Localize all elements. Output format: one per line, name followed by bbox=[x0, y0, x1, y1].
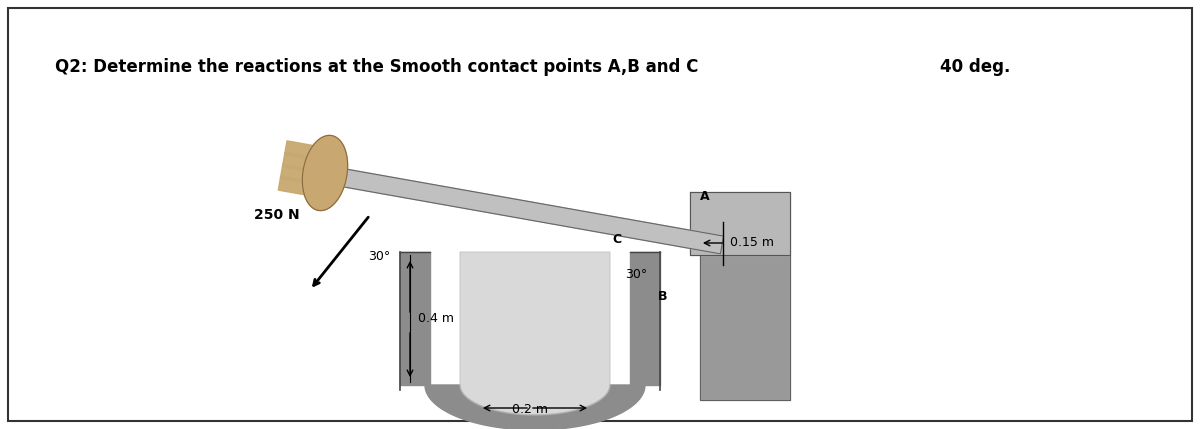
Text: C: C bbox=[612, 233, 622, 246]
Text: 0.15 m: 0.15 m bbox=[730, 236, 774, 250]
Text: A: A bbox=[700, 190, 709, 203]
Text: Q2: Determine the reactions at the Smooth contact points A,B and C: Q2: Determine the reactions at the Smoot… bbox=[55, 58, 698, 76]
Polygon shape bbox=[700, 255, 790, 400]
Polygon shape bbox=[326, 166, 724, 254]
Polygon shape bbox=[302, 136, 348, 211]
Polygon shape bbox=[281, 164, 311, 183]
Text: 0.4 m: 0.4 m bbox=[418, 311, 454, 324]
Text: 250 N: 250 N bbox=[254, 208, 300, 222]
Polygon shape bbox=[425, 385, 646, 429]
Text: 40 deg.: 40 deg. bbox=[940, 58, 1010, 76]
Polygon shape bbox=[460, 252, 610, 415]
Text: B: B bbox=[658, 290, 667, 303]
Polygon shape bbox=[630, 252, 660, 385]
Polygon shape bbox=[690, 192, 790, 255]
Text: 0.2 m: 0.2 m bbox=[512, 403, 548, 416]
Polygon shape bbox=[278, 176, 308, 195]
Text: 30°: 30° bbox=[625, 268, 647, 281]
Text: 30°: 30° bbox=[368, 250, 390, 263]
Polygon shape bbox=[284, 141, 314, 160]
Polygon shape bbox=[400, 252, 430, 385]
Polygon shape bbox=[282, 153, 312, 171]
